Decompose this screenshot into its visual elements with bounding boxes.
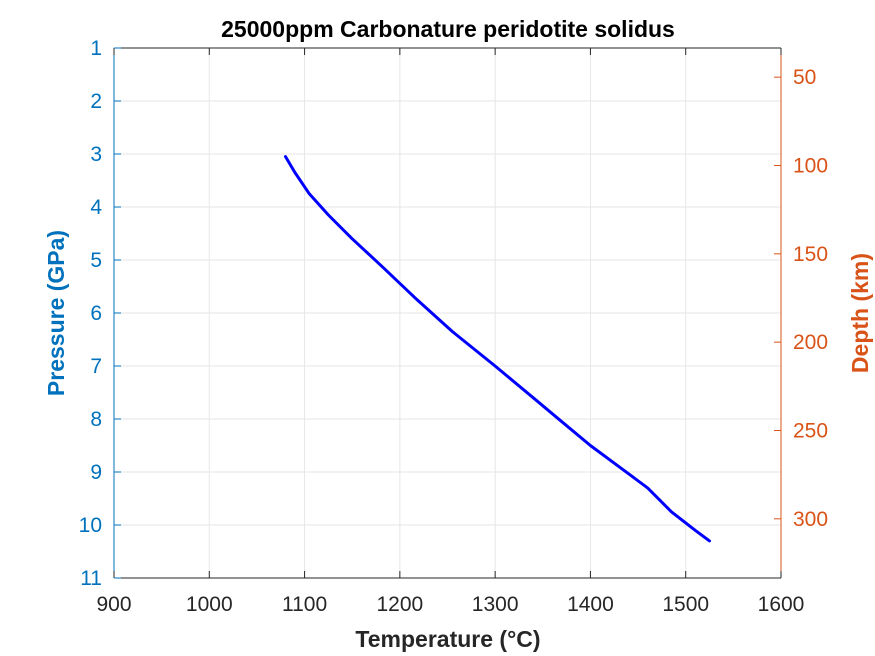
x-axis-label: Temperature (°C)	[355, 626, 540, 652]
y-tick-label: 2	[90, 90, 102, 113]
x-tick-label: 1600	[758, 593, 805, 616]
series-layer	[284, 155, 711, 543]
y-tick-label: 1	[90, 37, 102, 60]
y2-axis-label: Depth (km)	[847, 253, 873, 373]
axes: 900 1000 1100 1200 1300 1400 1500 1600 1 2 3 4 5 6 7 8 9…	[79, 37, 828, 616]
y-tick-label: 7	[90, 355, 102, 378]
y-tick-label: 11	[80, 567, 102, 590]
y-tick-label: 8	[90, 408, 102, 431]
x-tick-label: 1500	[662, 593, 709, 616]
y-axis-label: Pressure (GPa)	[43, 230, 69, 396]
y-tick-label: 5	[90, 249, 102, 272]
x-tick-label: 1100	[282, 593, 327, 616]
x-tick-label: 1300	[472, 593, 519, 616]
y2-tick-label: 50	[793, 66, 816, 89]
x-tick-label: 1000	[186, 593, 233, 616]
y2-tick-label: 300	[793, 508, 828, 531]
x-tick-label: 1200	[376, 593, 423, 616]
y2-tick-label: 150	[793, 243, 828, 266]
y2-tick-label: 250	[793, 419, 828, 442]
chart-title: 25000ppm Carbonature peridotite solidus	[221, 16, 675, 42]
y-tick-label: 6	[90, 302, 102, 325]
y-tick-label: 4	[90, 196, 102, 219]
x-tick-label: 900	[96, 593, 131, 616]
y2-tick-label: 100	[793, 154, 828, 177]
grid	[113, 47, 782, 579]
y-tick-label: 9	[90, 461, 102, 484]
x-tick-label: 1400	[567, 593, 614, 616]
y2-tick-label: 200	[793, 331, 828, 354]
y-tick-label: 3	[90, 143, 102, 166]
y-tick-label: 10	[79, 514, 102, 537]
series-line	[284, 155, 711, 543]
